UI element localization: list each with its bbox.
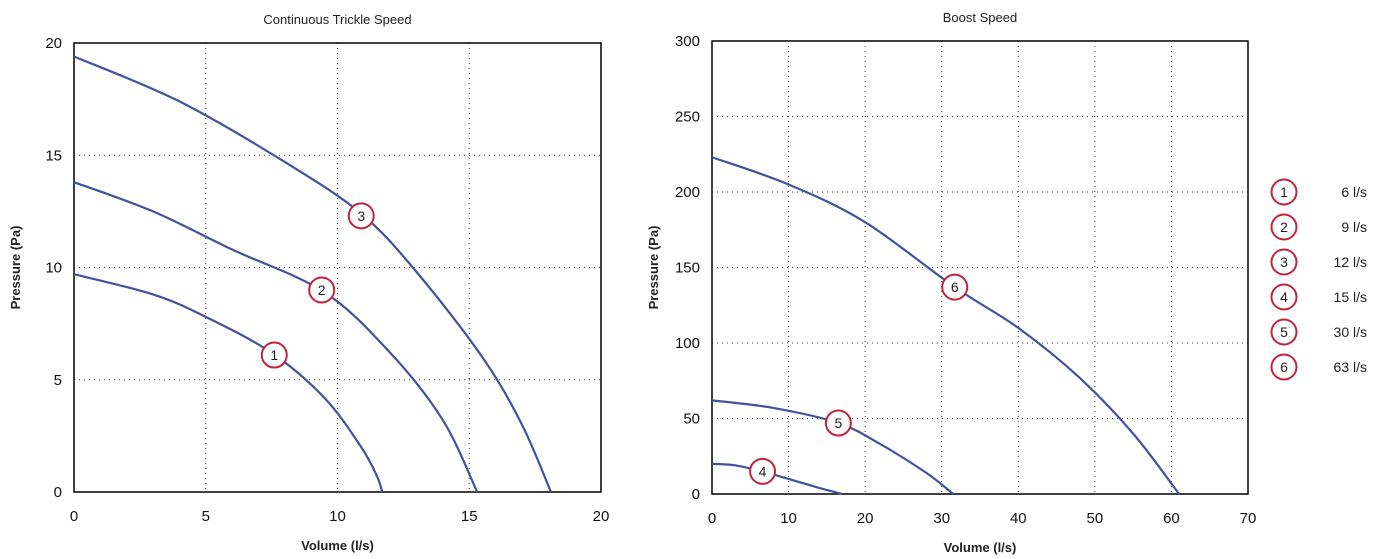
curve-3 [73,55,552,493]
curve-marker-5 [824,409,852,437]
legend-marker-label: 3 [1280,254,1288,270]
x-tick-label: 10 [329,508,346,525]
legend-marker-label: 2 [1280,219,1288,235]
x-tick-label: 10 [780,510,797,527]
plot-frame [73,42,602,493]
trickle-speed-chart: 0 5 10 15 20 0 5 10 15 20 Continuous Trickle Speed… [8,12,609,553]
y-tick-label: 50 [683,411,700,428]
legend-label: 30 l/s [1334,324,1367,340]
legend: 1 6 l/s 2 9 l/s 3 12 l/s 4 15 l/s 5 30 l/s 6 63 l/s [1270,178,1367,381]
legend-marker-label: 6 [1280,359,1288,375]
curve-marker-label: 1 [270,347,278,363]
curve-6 [711,156,1180,495]
x-tick-label: 50 [1087,510,1104,527]
x-tick-label: 5 [202,508,210,525]
legend-marker-5 [1270,318,1298,346]
y-tick-label: 300 [675,33,700,50]
legend-label: 6 l/s [1341,184,1367,200]
x-tick-label: 15 [461,508,478,525]
y-tick-label: 0 [692,486,700,503]
x-tick-label: 20 [593,508,610,525]
y-tick-label: 0 [54,484,62,501]
y-tick-label: 10 [45,260,62,277]
curve-marker-label: 4 [759,463,767,479]
curve-marker-2 [308,276,336,304]
legend-marker-3 [1270,248,1298,276]
x-tick-label: 40 [1010,510,1027,527]
curve-5 [711,399,954,495]
legend-marker-4 [1270,283,1298,311]
chart-title: Continuous Trickle Speed [263,12,411,27]
y-tick-label: 15 [45,147,62,164]
y-tick-label: 250 [675,109,700,126]
legend-label: 9 l/s [1341,219,1367,235]
curve-marker-label: 6 [951,279,959,295]
curve-marker-label: 5 [834,415,842,431]
curve-2 [73,181,479,493]
x-axis-label: Volume (l/s) [944,540,1017,555]
y-tick-label: 100 [675,335,700,352]
legend-marker-1 [1270,178,1298,206]
legend-marker-label: 1 [1280,184,1288,200]
curve-marker-label: 2 [318,282,326,298]
legend-marker-label: 4 [1280,289,1288,305]
boost-speed-chart: 0 10 20 30 40 50 60 70 0 50 100 150 200 250 300 Boost S… [646,10,1256,555]
legend-marker-6 [1270,353,1298,381]
curve-marker-1 [260,341,288,369]
y-axis-label: Pressure (Pa) [646,226,661,310]
y-tick-label: 5 [54,372,62,389]
curve-marker-4 [749,457,777,485]
x-tick-label: 0 [708,510,716,527]
curve-marker-6 [941,273,969,301]
y-tick-label: 150 [675,260,700,277]
curve-marker-3 [347,202,375,230]
legend-label: 12 l/s [1334,254,1367,270]
plot-frame [711,40,1249,495]
chart-title: Boost Speed [943,10,1017,25]
x-axis-label: Volume (l/s) [301,538,374,553]
x-tick-label: 60 [1163,510,1180,527]
y-tick-label: 20 [45,35,62,52]
legend-marker-label: 5 [1280,324,1288,340]
curve-4 [711,462,843,496]
legend-marker-2 [1270,213,1298,241]
legend-label: 63 l/s [1334,359,1367,375]
y-tick-label: 200 [675,184,700,201]
x-tick-label: 70 [1240,510,1257,527]
x-tick-label: 20 [857,510,874,527]
x-tick-label: 0 [70,508,78,525]
legend-label: 15 l/s [1334,289,1367,305]
x-tick-label: 30 [933,510,950,527]
y-axis-label: Pressure (Pa) [8,226,23,310]
curve-marker-label: 3 [357,208,365,224]
curve-1 [73,273,384,493]
